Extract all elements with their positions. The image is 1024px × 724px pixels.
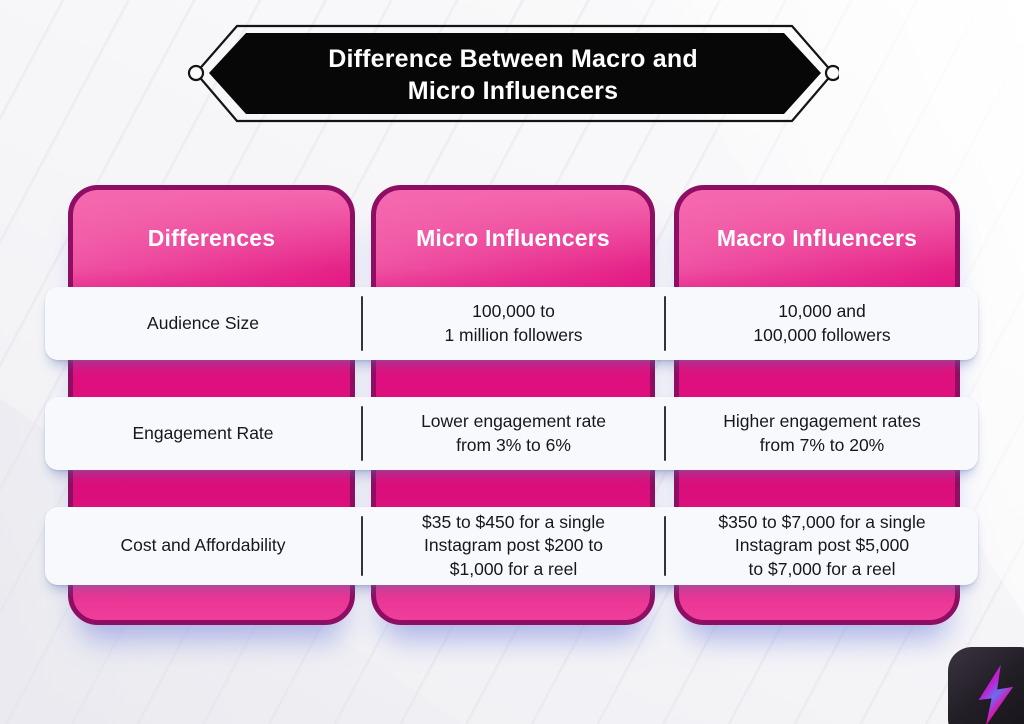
macro-value: $350 to $7,000 for a single Instagram po… xyxy=(718,512,926,579)
macro-value: Higher engagement rates from 7% to 20% xyxy=(723,411,921,455)
brand-logo xyxy=(948,647,1024,724)
row-label: Audience Size xyxy=(147,312,259,333)
macro-value: 10,000 and 100,000 followers xyxy=(753,301,891,345)
column-header-micro: Micro Influencers xyxy=(416,224,610,251)
micro-value: $35 to $450 for a single Instagram post … xyxy=(422,512,605,579)
column-header-macro: Macro Influencers xyxy=(716,224,918,251)
banner-right-dot-icon xyxy=(824,64,839,82)
table-row-cost-affordability: Cost and Affordability $35 to $450 for a… xyxy=(45,507,978,585)
cell-divider xyxy=(361,295,363,352)
row-label: Cost and Affordability xyxy=(120,535,286,556)
page-title: Difference Between Macro and Micro Influ… xyxy=(187,24,839,126)
page-title-line-2: Micro Influencers xyxy=(407,77,619,105)
cell-divider xyxy=(664,295,666,352)
banner-hexagon-shape xyxy=(187,24,839,123)
title-banner: Difference Between Macro and Micro Influ… xyxy=(187,24,839,126)
cell-divider xyxy=(361,516,363,576)
cell-divider xyxy=(664,516,666,576)
lightning-bolt-icon xyxy=(978,664,1014,724)
cell-divider xyxy=(664,405,666,462)
column-header-differences: Differences xyxy=(147,224,276,251)
cell-divider xyxy=(361,405,363,462)
page-title-line-1: Difference Between Macro and xyxy=(328,45,698,73)
banner-left-dot-icon xyxy=(187,64,205,82)
table-row-audience-size: Audience Size 100,000 to 1 million follo… xyxy=(45,287,978,360)
row-label: Engagement Rate xyxy=(132,422,274,443)
micro-value: 100,000 to 1 million followers xyxy=(444,301,583,345)
micro-value: Lower engagement rate from 3% to 6% xyxy=(421,411,606,455)
table-row-engagement-rate: Engagement Rate Lower engagement rate fr… xyxy=(45,397,978,470)
